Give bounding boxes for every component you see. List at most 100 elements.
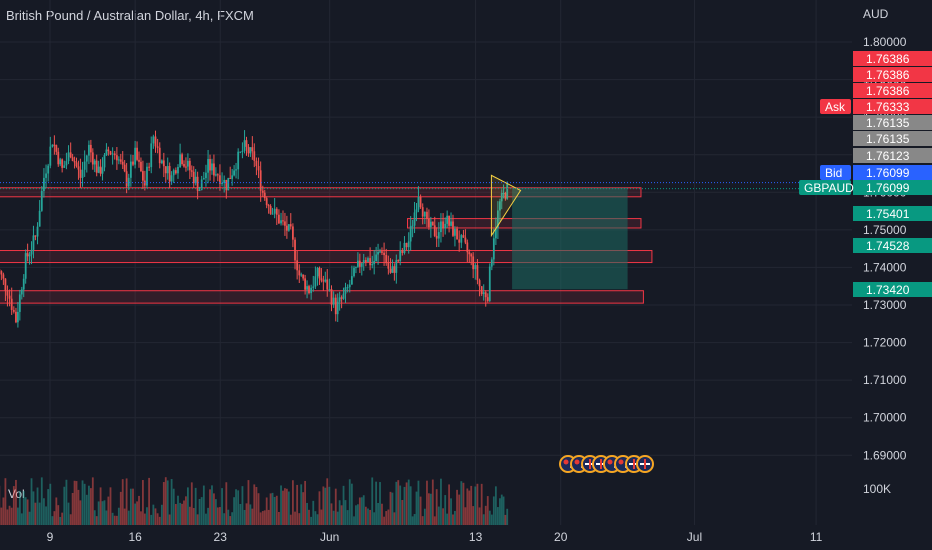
volume-bar (251, 508, 254, 525)
volume-bar (43, 498, 45, 525)
candle-body (91, 152, 94, 165)
volume-bar (367, 508, 369, 525)
candle-body (109, 151, 112, 155)
candle-body (265, 198, 268, 206)
volume-bar (502, 496, 505, 525)
candle-body (158, 147, 161, 164)
volume-bar (504, 514, 507, 525)
volume-bar (198, 498, 201, 525)
candle-body (426, 211, 428, 219)
y-tick-label: 1.72000 (863, 336, 907, 350)
candle-body (500, 193, 503, 202)
candle-body (75, 162, 78, 167)
volume-bar (278, 512, 280, 525)
volume-bar (211, 485, 213, 525)
volume-bar (401, 499, 404, 525)
candle-body (154, 136, 157, 147)
price-tag-value: 1.73420 (866, 283, 910, 297)
volume-bar (261, 511, 264, 525)
volume-bar (190, 482, 193, 525)
candle-body (213, 163, 215, 176)
volume-bar (437, 506, 440, 525)
candle-body (362, 260, 365, 264)
price-tag-label: GBPAUD (804, 181, 854, 195)
volume-bar (34, 502, 37, 525)
flag-mark (607, 459, 613, 465)
volume-bar (460, 481, 463, 525)
volume-bar (6, 509, 9, 525)
candle-body (53, 144, 56, 146)
volume-bar (79, 500, 82, 525)
candle-body (348, 284, 351, 288)
candle-body (306, 286, 308, 290)
volume-bar (346, 510, 349, 525)
candle-body (393, 266, 396, 273)
volume-bar (409, 486, 412, 525)
volume-bar (316, 514, 319, 525)
candle-body (314, 276, 317, 287)
candle-body (162, 160, 165, 167)
volume-bar (255, 486, 258, 525)
volume-bar (336, 511, 339, 525)
volume-bar (450, 498, 452, 525)
candle-body (409, 226, 412, 242)
candle-body (437, 232, 440, 239)
triangle-pattern (490, 174, 522, 238)
candle-body (320, 278, 323, 281)
candle-body (221, 183, 223, 185)
volume-bar (381, 503, 383, 525)
candle-body (20, 289, 23, 295)
volume-bar (227, 509, 230, 525)
volume-bar (466, 488, 469, 525)
candle-body (150, 143, 153, 168)
volume-bar (358, 497, 361, 525)
volume-bar (397, 480, 400, 525)
volume-bar (181, 503, 183, 525)
x-tick-label: Jul (687, 530, 702, 544)
candle-body (83, 161, 86, 170)
candle-body (32, 235, 35, 250)
candle-body (231, 175, 234, 179)
candle-body (464, 237, 467, 243)
volume-bar (353, 516, 355, 525)
candle-body (385, 255, 388, 264)
volume-bar (476, 483, 479, 525)
candle-body (342, 293, 345, 299)
candle-body (0, 271, 3, 275)
candle-body (49, 146, 52, 166)
candle-body (190, 170, 193, 172)
volume-bar (103, 500, 106, 525)
volume-bar (360, 497, 363, 525)
candle-body (186, 160, 189, 167)
volume-bar (269, 493, 272, 525)
volume-bar (298, 513, 301, 525)
volume-bar (472, 506, 475, 525)
volume-bar (125, 478, 128, 525)
candle-body (4, 278, 7, 291)
candle-body (499, 201, 501, 211)
zone-rect (0, 250, 653, 264)
x-tick-label: 13 (469, 530, 483, 544)
volume-bar (71, 492, 74, 525)
volume-bar (431, 479, 434, 525)
grid (0, 0, 852, 525)
volume-bar (423, 508, 426, 525)
candle-body (235, 169, 237, 171)
candle-body (10, 298, 13, 310)
candle-body (356, 260, 359, 267)
volume-bar (85, 494, 88, 525)
candle-body (202, 178, 205, 180)
volume-bar (4, 478, 7, 525)
volume-bar (134, 503, 137, 525)
candle-body (377, 251, 379, 255)
volume-bar (350, 483, 353, 525)
candle-body (304, 278, 307, 290)
volume-bar (24, 497, 27, 525)
candle-body (177, 167, 179, 174)
candle-body (369, 258, 372, 266)
volume-bar (205, 513, 207, 525)
volume-bar (284, 488, 286, 525)
candle-body (207, 158, 209, 173)
volume-bar (2, 497, 5, 525)
